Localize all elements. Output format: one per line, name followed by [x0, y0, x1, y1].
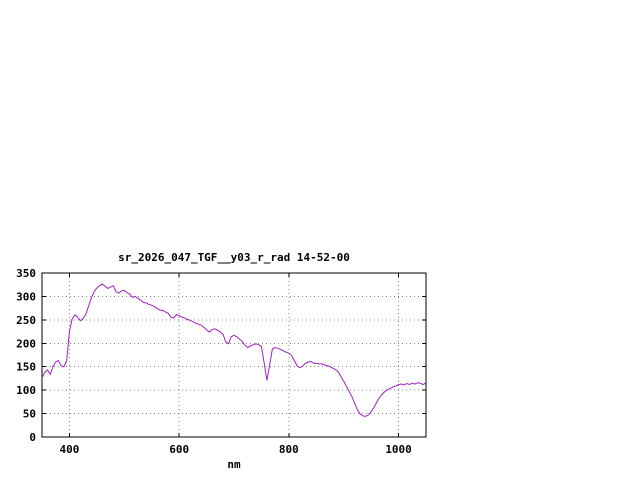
y-tick-label: 100 — [16, 384, 36, 397]
y-tick-label: 0 — [29, 431, 36, 444]
y-tick-label: 250 — [16, 314, 36, 327]
x-tick-label: 1000 — [385, 443, 412, 456]
axis-tick-labels: 400 600 800 1000 0 50 100 150 200 250 300 350 — [16, 267, 412, 456]
y-tick-label: 350 — [16, 267, 36, 280]
x-tick-label: 600 — [169, 443, 189, 456]
plot-frame — [41, 272, 427, 438]
plot-border — [41, 272, 427, 438]
x-tick-label: 400 — [59, 443, 79, 456]
y-tick-label: 50 — [23, 408, 36, 421]
spectrum-curve — [41, 283, 427, 417]
x-axis-label: nm — [227, 458, 241, 471]
axis-ticks — [42, 272, 426, 438]
y-tick-label: 200 — [16, 337, 36, 350]
y-tick-label: 150 — [16, 361, 36, 374]
chart-title: sr_2026_047_TGF__y03_r_rad 14-52-00 — [118, 251, 350, 264]
grid-lines — [42, 273, 426, 437]
x-tick-label: 800 — [279, 443, 299, 456]
y-tick-label: 300 — [16, 290, 36, 303]
